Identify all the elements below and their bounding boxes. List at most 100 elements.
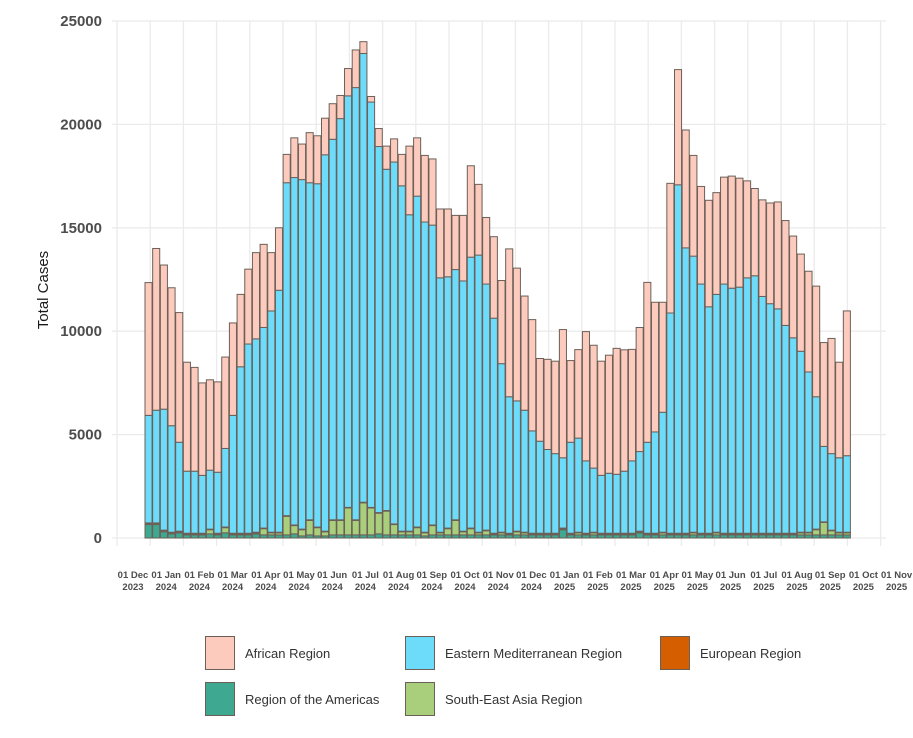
bar-segment-african-region: [205, 379, 214, 471]
bar-segment-african-region: [359, 41, 368, 54]
x-tick-label: 01 Mar: [616, 570, 646, 581]
bar-segment-african-region: [612, 347, 621, 475]
bar-segment-african-region: [482, 216, 491, 285]
bar-segment-south-east-asia-region: [428, 525, 437, 536]
bar-segment-african-region: [512, 267, 521, 402]
bar-segment-eastern-mediterranean-region: [297, 179, 307, 530]
x-tick-year-label: 2024: [355, 582, 377, 593]
bar-segment-region-of-the-americas: [558, 529, 567, 539]
bar-segment-african-region: [466, 165, 475, 258]
bar-segment-eastern-mediterranean-region: [781, 324, 790, 534]
bar-segment-eastern-mediterranean-region: [244, 343, 253, 534]
bar-segment-eastern-mediterranean-region: [397, 185, 406, 532]
bar-segment-eastern-mediterranean-region: [689, 255, 698, 533]
bar-segment-african-region: [328, 103, 337, 140]
bar-segment-african-region: [842, 310, 851, 457]
bar-segment-african-region: [297, 143, 307, 181]
bar-segment-eastern-mediterranean-region: [835, 457, 844, 533]
y-tick-label: 0: [94, 530, 102, 547]
bar-segment-african-region: [812, 285, 821, 398]
legend-label: European Region: [700, 645, 802, 661]
bar-segment-african-region: [827, 337, 836, 455]
bar-segment-african-region: [574, 349, 583, 439]
bar-segment-eastern-mediterranean-region: [842, 455, 851, 533]
bar-segment-south-east-asia-region: [221, 527, 230, 534]
x-tick-year-label: 2024: [421, 582, 443, 593]
bar-segment-african-region: [305, 132, 314, 184]
bar-segment-african-region: [290, 137, 299, 179]
bar-segment-eastern-mediterranean-region: [182, 470, 191, 534]
x-tick-year-label: 2025: [886, 582, 908, 593]
bar-segment-south-east-asia-region: [819, 521, 828, 536]
bar-segment-african-region: [650, 301, 660, 433]
bar-segment-eastern-mediterranean-region: [474, 254, 483, 533]
bar-segment-south-east-asia-region: [382, 510, 391, 536]
bar-segment-eastern-mediterranean-region: [321, 154, 330, 532]
bar-segment-african-region: [666, 182, 675, 314]
bar-segment-eastern-mediterranean-region: [282, 182, 291, 517]
legend-item-eastern-mediterranean-region: Eastern Mediterranean Region: [405, 636, 622, 670]
bar-segment-african-region: [581, 331, 590, 462]
bar-segment-african-region: [597, 360, 606, 476]
y-tick-label: 5000: [69, 427, 102, 444]
bar-segment-eastern-mediterranean-region: [390, 161, 399, 525]
bar-segment-african-region: [152, 247, 161, 411]
bar-segment-african-region: [321, 117, 330, 156]
bar-segment-south-east-asia-region: [282, 515, 291, 536]
x-tick-year-label: 2025: [786, 582, 808, 593]
bar-segment-south-east-asia-region: [466, 528, 475, 536]
bar-segment-eastern-mediterranean-region: [666, 312, 675, 534]
bar-segment-african-region: [259, 243, 268, 328]
bar-segment-eastern-mediterranean-region: [581, 460, 590, 534]
bar-segment-african-region: [520, 295, 529, 411]
bar-segment-eastern-mediterranean-region: [259, 326, 268, 529]
legend-item-african-region: African Region: [205, 636, 330, 670]
x-tick-label: 01 May: [283, 570, 315, 581]
bar-segment-eastern-mediterranean-region: [635, 451, 644, 532]
bar-segment-eastern-mediterranean-region: [551, 453, 560, 534]
legend: African Region Eastern Mediterranean Reg…: [205, 636, 825, 726]
bar-segment-african-region: [167, 287, 176, 427]
bar-segment-eastern-mediterranean-region: [819, 445, 828, 523]
bar-segment-south-east-asia-region: [443, 528, 452, 536]
bar-segment-african-region: [796, 253, 805, 352]
bar-segment-eastern-mediterranean-region: [489, 317, 498, 534]
x-tick-label: 01 Nov: [483, 570, 515, 581]
bar-segment-south-east-asia-region: [305, 519, 314, 536]
bar-segment-african-region: [489, 236, 498, 319]
bar-segment-eastern-mediterranean-region: [812, 396, 821, 530]
y-tick-label: 20000: [60, 116, 102, 133]
bar-segment-eastern-mediterranean-region: [144, 414, 153, 524]
x-tick-label: 01 Apr: [251, 570, 281, 581]
bar-segment-south-east-asia-region: [328, 519, 337, 536]
bar-segment-south-east-asia-region: [390, 524, 399, 536]
bar-segment-south-east-asia-region: [351, 519, 360, 536]
bar-segment-eastern-mediterranean-region: [152, 409, 161, 524]
bar-segment-south-east-asia-region: [374, 512, 383, 535]
bar-segment-south-east-asia-region: [259, 528, 268, 536]
bar-segment-african-region: [436, 208, 445, 279]
bar-segment-south-east-asia-region: [812, 529, 821, 536]
legend-label: African Region: [245, 645, 331, 661]
x-tick-label: 01 Sep: [416, 570, 447, 581]
bar-segment-african-region: [781, 220, 790, 326]
bar-segment-eastern-mediterranean-region: [704, 306, 713, 534]
x-tick-label: 01 Jan: [550, 570, 580, 581]
bar-segment-african-region: [382, 145, 391, 170]
bar-segment-african-region: [274, 227, 284, 291]
bar-segment-region-of-the-americas: [159, 531, 168, 539]
bar-segment-african-region: [451, 214, 460, 271]
bar-segment-african-region: [344, 68, 353, 97]
x-tick-label: 01 Jun: [716, 570, 746, 581]
y-axis-ticks: 0 5000 10000 15000 20000 25000: [60, 13, 102, 547]
bar-segment-eastern-mediterranean-region: [167, 425, 176, 533]
bar-segment-eastern-mediterranean-region: [198, 474, 207, 534]
x-tick-label: 01 Aug: [781, 570, 813, 581]
bar-segment-eastern-mediterranean-region: [658, 411, 667, 533]
bar-segment-eastern-mediterranean-region: [574, 437, 583, 533]
bar-segment-eastern-mediterranean-region: [643, 441, 652, 534]
bar-segment-eastern-mediterranean-region: [359, 52, 368, 503]
bar-segment-african-region: [459, 214, 468, 282]
bar-segment-eastern-mediterranean-region: [405, 214, 414, 532]
bar-segment-african-region: [405, 145, 414, 216]
